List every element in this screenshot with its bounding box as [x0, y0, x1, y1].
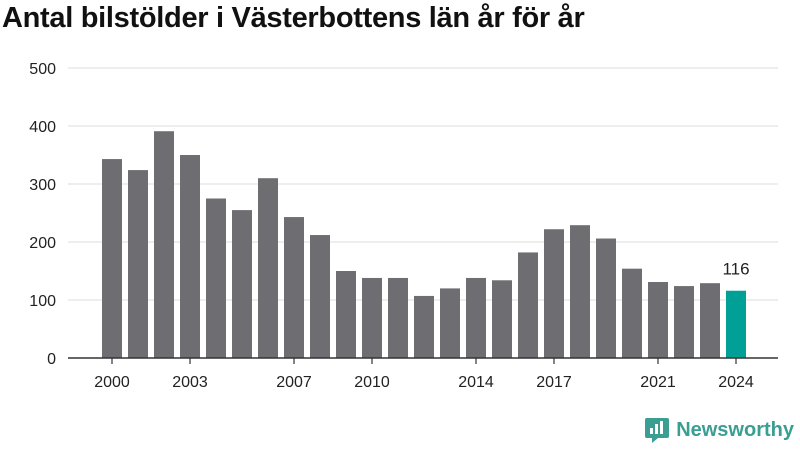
x-tick-label: 2014 — [458, 374, 494, 391]
x-tick-label: 2024 — [718, 374, 754, 391]
bar — [362, 277, 382, 358]
bar — [128, 170, 148, 358]
bar — [674, 286, 694, 358]
newsworthy-brand: Newsworthy — [644, 416, 794, 444]
gridlines — [68, 67, 778, 301]
x-tick-label: 2021 — [640, 374, 676, 391]
bar — [622, 268, 642, 358]
bar — [492, 280, 512, 358]
y-tick-label: 100 — [29, 293, 56, 310]
x-tick-label: 2007 — [276, 374, 312, 391]
newsworthy-logo-icon — [645, 418, 670, 443]
bar — [180, 155, 200, 358]
bars — [102, 131, 746, 358]
x-tick-label: 2000 — [94, 374, 130, 391]
y-tick-label: 300 — [29, 177, 56, 194]
bar — [648, 282, 668, 358]
bar — [336, 271, 356, 358]
bar — [284, 217, 304, 358]
bar — [102, 159, 122, 358]
bar — [232, 210, 252, 358]
bar — [466, 277, 486, 358]
brand-name: Newsworthy — [676, 418, 794, 441]
x-tick-label: 2010 — [354, 374, 390, 391]
y-tick-label: 400 — [29, 119, 56, 136]
bar — [388, 277, 408, 358]
data-labels: 116 — [722, 260, 749, 279]
bar — [518, 252, 538, 358]
bar — [258, 178, 278, 358]
bar — [596, 238, 616, 358]
chart-title: Antal bilstölder i Västerbottens län år … — [2, 2, 585, 34]
x-tick-label: 2017 — [536, 374, 572, 391]
y-tick-label: 200 — [29, 235, 56, 252]
x-tick-label: 2003 — [172, 374, 208, 391]
bar — [570, 225, 590, 358]
bar — [440, 288, 460, 358]
y-tick-label: 0 — [47, 351, 56, 368]
bar — [154, 131, 174, 358]
bar — [414, 295, 434, 358]
bar — [726, 290, 746, 358]
highlight-value-label: 116 — [722, 260, 749, 279]
bar — [700, 283, 720, 358]
y-axis-labels: 0 100 200 300 400 500 — [29, 61, 56, 368]
bar — [544, 229, 564, 358]
bar — [206, 198, 226, 358]
x-axis-ticks: 2000 2003 2007 2010 2014 2017 2021 2024 — [94, 358, 754, 391]
bar — [310, 235, 330, 358]
y-tick-label: 500 — [29, 61, 56, 78]
